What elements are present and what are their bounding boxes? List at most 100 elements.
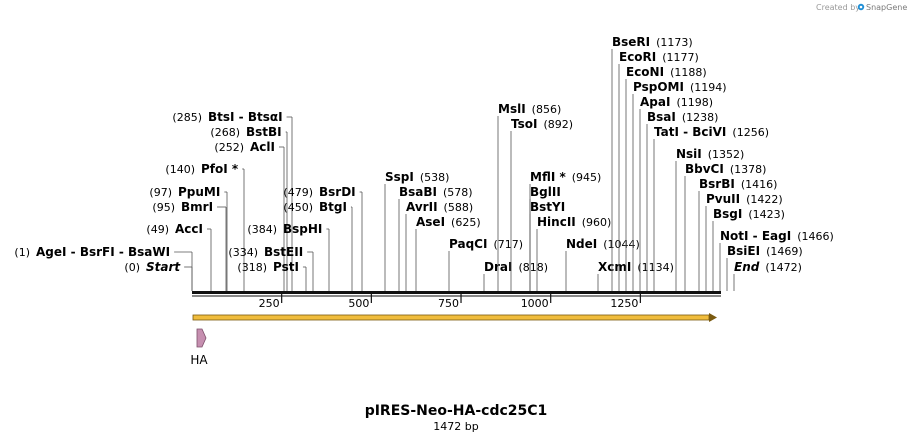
- enzyme-asei[interactable]: AseI (625): [415, 215, 481, 291]
- enzyme-bsiei[interactable]: BsiEI (1469): [726, 244, 803, 291]
- enzyme-pspomi[interactable]: PspOMI (1194): [632, 80, 727, 291]
- plasmid-length: 1472 bp: [433, 420, 478, 433]
- enzyme-pfoi[interactable]: PfoI * (140): [165, 162, 245, 291]
- enzyme-position: (1352): [708, 148, 745, 161]
- enzyme-position: (450): [283, 201, 313, 214]
- enzyme-position: (1194): [690, 81, 727, 94]
- enzyme-position: (1177): [662, 51, 699, 64]
- enzyme-btsi-bts-i[interactable]: BtsI - BtsαI (285): [172, 110, 293, 291]
- enzyme-name: BglII: [530, 185, 561, 199]
- enzyme-start[interactable]: Start (0): [124, 260, 193, 291]
- enzyme-name: PstI: [273, 260, 299, 274]
- enzyme-position: (960): [582, 216, 612, 229]
- enzyme-bsai[interactable]: BsaI (1238): [646, 110, 719, 291]
- enzyme-name: SspI: [385, 170, 414, 184]
- enzyme-bsrbi[interactable]: BsrBI (1416): [698, 177, 777, 291]
- enzyme-tsoi[interactable]: TsoI (892): [510, 117, 573, 291]
- tick-label-500: 500: [348, 297, 369, 310]
- enzyme-name: AccI: [175, 222, 203, 236]
- tick-label-1250: 1250: [610, 297, 638, 310]
- enzyme-position: (1422): [746, 193, 783, 206]
- enzyme-name: AseI: [416, 215, 445, 229]
- enzyme-btgi[interactable]: BtgI (450): [283, 200, 353, 291]
- enzyme-agei-bsrfi-bsawi[interactable]: AgeI - BsrFI - BsaWI (1): [14, 245, 193, 291]
- enzyme-avrii[interactable]: AvrII (588): [405, 200, 473, 291]
- enzyme-position: (1238): [682, 111, 719, 124]
- ha-feature[interactable]: HA: [190, 328, 208, 367]
- enzyme-name: NdeI: [566, 237, 597, 251]
- enzyme-msli[interactable]: MslI (856): [497, 102, 561, 291]
- credit-text: Created by: [816, 3, 860, 12]
- enzyme-position: (717): [493, 238, 523, 251]
- enzyme-name: PaqCI: [449, 237, 487, 251]
- enzyme-noti-eagi[interactable]: NotI - EagI (1466): [719, 229, 834, 291]
- enzyme-position: (1188): [670, 66, 707, 79]
- enzyme-sspi[interactable]: SspI (538): [384, 170, 449, 291]
- enzyme-drai[interactable]: DraI (818): [483, 260, 548, 291]
- enzyme-position: (95): [152, 201, 175, 214]
- enzyme-nsii[interactable]: NsiI (1352): [675, 147, 745, 291]
- enzyme-xcmi[interactable]: XcmI (1134): [597, 260, 674, 291]
- enzyme-acli[interactable]: AclI (252): [214, 140, 285, 291]
- enzyme-name: BstBI: [246, 125, 282, 139]
- enzyme-name: BmrI: [181, 200, 213, 214]
- enzyme-bbvci[interactable]: BbvCI (1378): [684, 162, 767, 291]
- enzyme-name: EcoRI: [619, 50, 656, 64]
- enzyme-name: BtsI - BtsαI: [208, 110, 283, 124]
- enzyme-position: (818): [518, 261, 548, 274]
- enzyme-position: (49): [146, 223, 169, 236]
- enzyme-position: (384): [247, 223, 277, 236]
- enzyme-position: (1173): [656, 36, 693, 49]
- orf-arrow[interactable]: [192, 313, 717, 322]
- enzyme-name: PspOMI: [633, 80, 684, 94]
- enzyme-bseri[interactable]: BseRI (1173): [611, 35, 693, 291]
- enzyme-bstbi[interactable]: BstBI (268): [210, 125, 288, 291]
- enzyme-acci[interactable]: AccI (49): [146, 222, 212, 291]
- enzyme-position: (1472): [765, 261, 802, 274]
- enzyme-paqci[interactable]: PaqCI (717): [448, 237, 523, 291]
- enzyme-end[interactable]: End (1472): [733, 260, 802, 291]
- enzyme-name: BbvCI: [685, 162, 724, 176]
- enzyme-name: MslI: [498, 102, 526, 116]
- enzyme-psti[interactable]: PstI (318): [237, 260, 307, 291]
- enzyme-position: (1423): [748, 208, 785, 221]
- enzyme-bmri[interactable]: BmrI (95): [152, 200, 227, 291]
- enzyme-name: NsiI: [676, 147, 702, 161]
- enzyme-name: End: [734, 260, 760, 274]
- enzyme-hincii[interactable]: HincII (960): [536, 215, 612, 291]
- tick-label-1000: 1000: [521, 297, 549, 310]
- enzyme-ecori[interactable]: EcoRI (1177): [618, 50, 699, 291]
- enzyme-labels: AgeI - BsrFI - BsaWI(1)Start(0)AccI(49)B…: [14, 35, 834, 291]
- enzyme-position: (1469): [766, 245, 803, 258]
- enzyme-name: NotI - EagI: [720, 229, 791, 243]
- enzyme-apai[interactable]: ApaI (1198): [639, 95, 713, 291]
- enzyme-name: ApaI: [640, 95, 670, 109]
- enzyme-position: (892): [543, 118, 573, 131]
- enzyme-bstyi[interactable]: BstYI: [529, 200, 565, 291]
- enzyme-pvuii[interactable]: PvuII (1422): [705, 192, 783, 291]
- enzyme-bsabi[interactable]: BsaBI (578): [398, 185, 473, 291]
- feature-label: HA: [190, 353, 208, 367]
- plasmid-name: pIRES-Neo-HA-cdc25C1: [365, 403, 548, 419]
- enzyme-econi[interactable]: EcoNI (1188): [625, 65, 707, 291]
- enzyme-name: BseRI: [612, 35, 650, 49]
- enzyme-tati-bcivi[interactable]: TatI - BciVI (1256): [653, 125, 769, 291]
- enzyme-name: EcoNI: [626, 65, 664, 79]
- enzyme-name: MflI *: [530, 170, 566, 184]
- tick-label-750: 750: [438, 297, 459, 310]
- enzyme-bsrdi[interactable]: BsrDI (479): [283, 185, 363, 291]
- enzyme-ppumi[interactable]: PpuMI (97): [149, 185, 228, 291]
- enzyme-position: (0): [124, 261, 140, 274]
- enzyme-name: AgeI - BsrFI - BsaWI: [36, 245, 170, 259]
- enzyme-bsgi[interactable]: BsgI (1423): [712, 207, 785, 291]
- enzyme-position: (140): [165, 163, 195, 176]
- enzyme-position: (1378): [730, 163, 767, 176]
- enzyme-position: (1466): [797, 230, 834, 243]
- enzyme-position: (1198): [676, 96, 713, 109]
- enzyme-bsphi[interactable]: BspHI (384): [247, 222, 330, 291]
- enzyme-position: (1044): [603, 238, 640, 251]
- enzyme-position: (318): [237, 261, 267, 274]
- enzyme-position: (268): [210, 126, 240, 139]
- enzyme-name: BtgI: [319, 200, 347, 214]
- enzyme-bsteii[interactable]: BstEII (334): [228, 245, 314, 291]
